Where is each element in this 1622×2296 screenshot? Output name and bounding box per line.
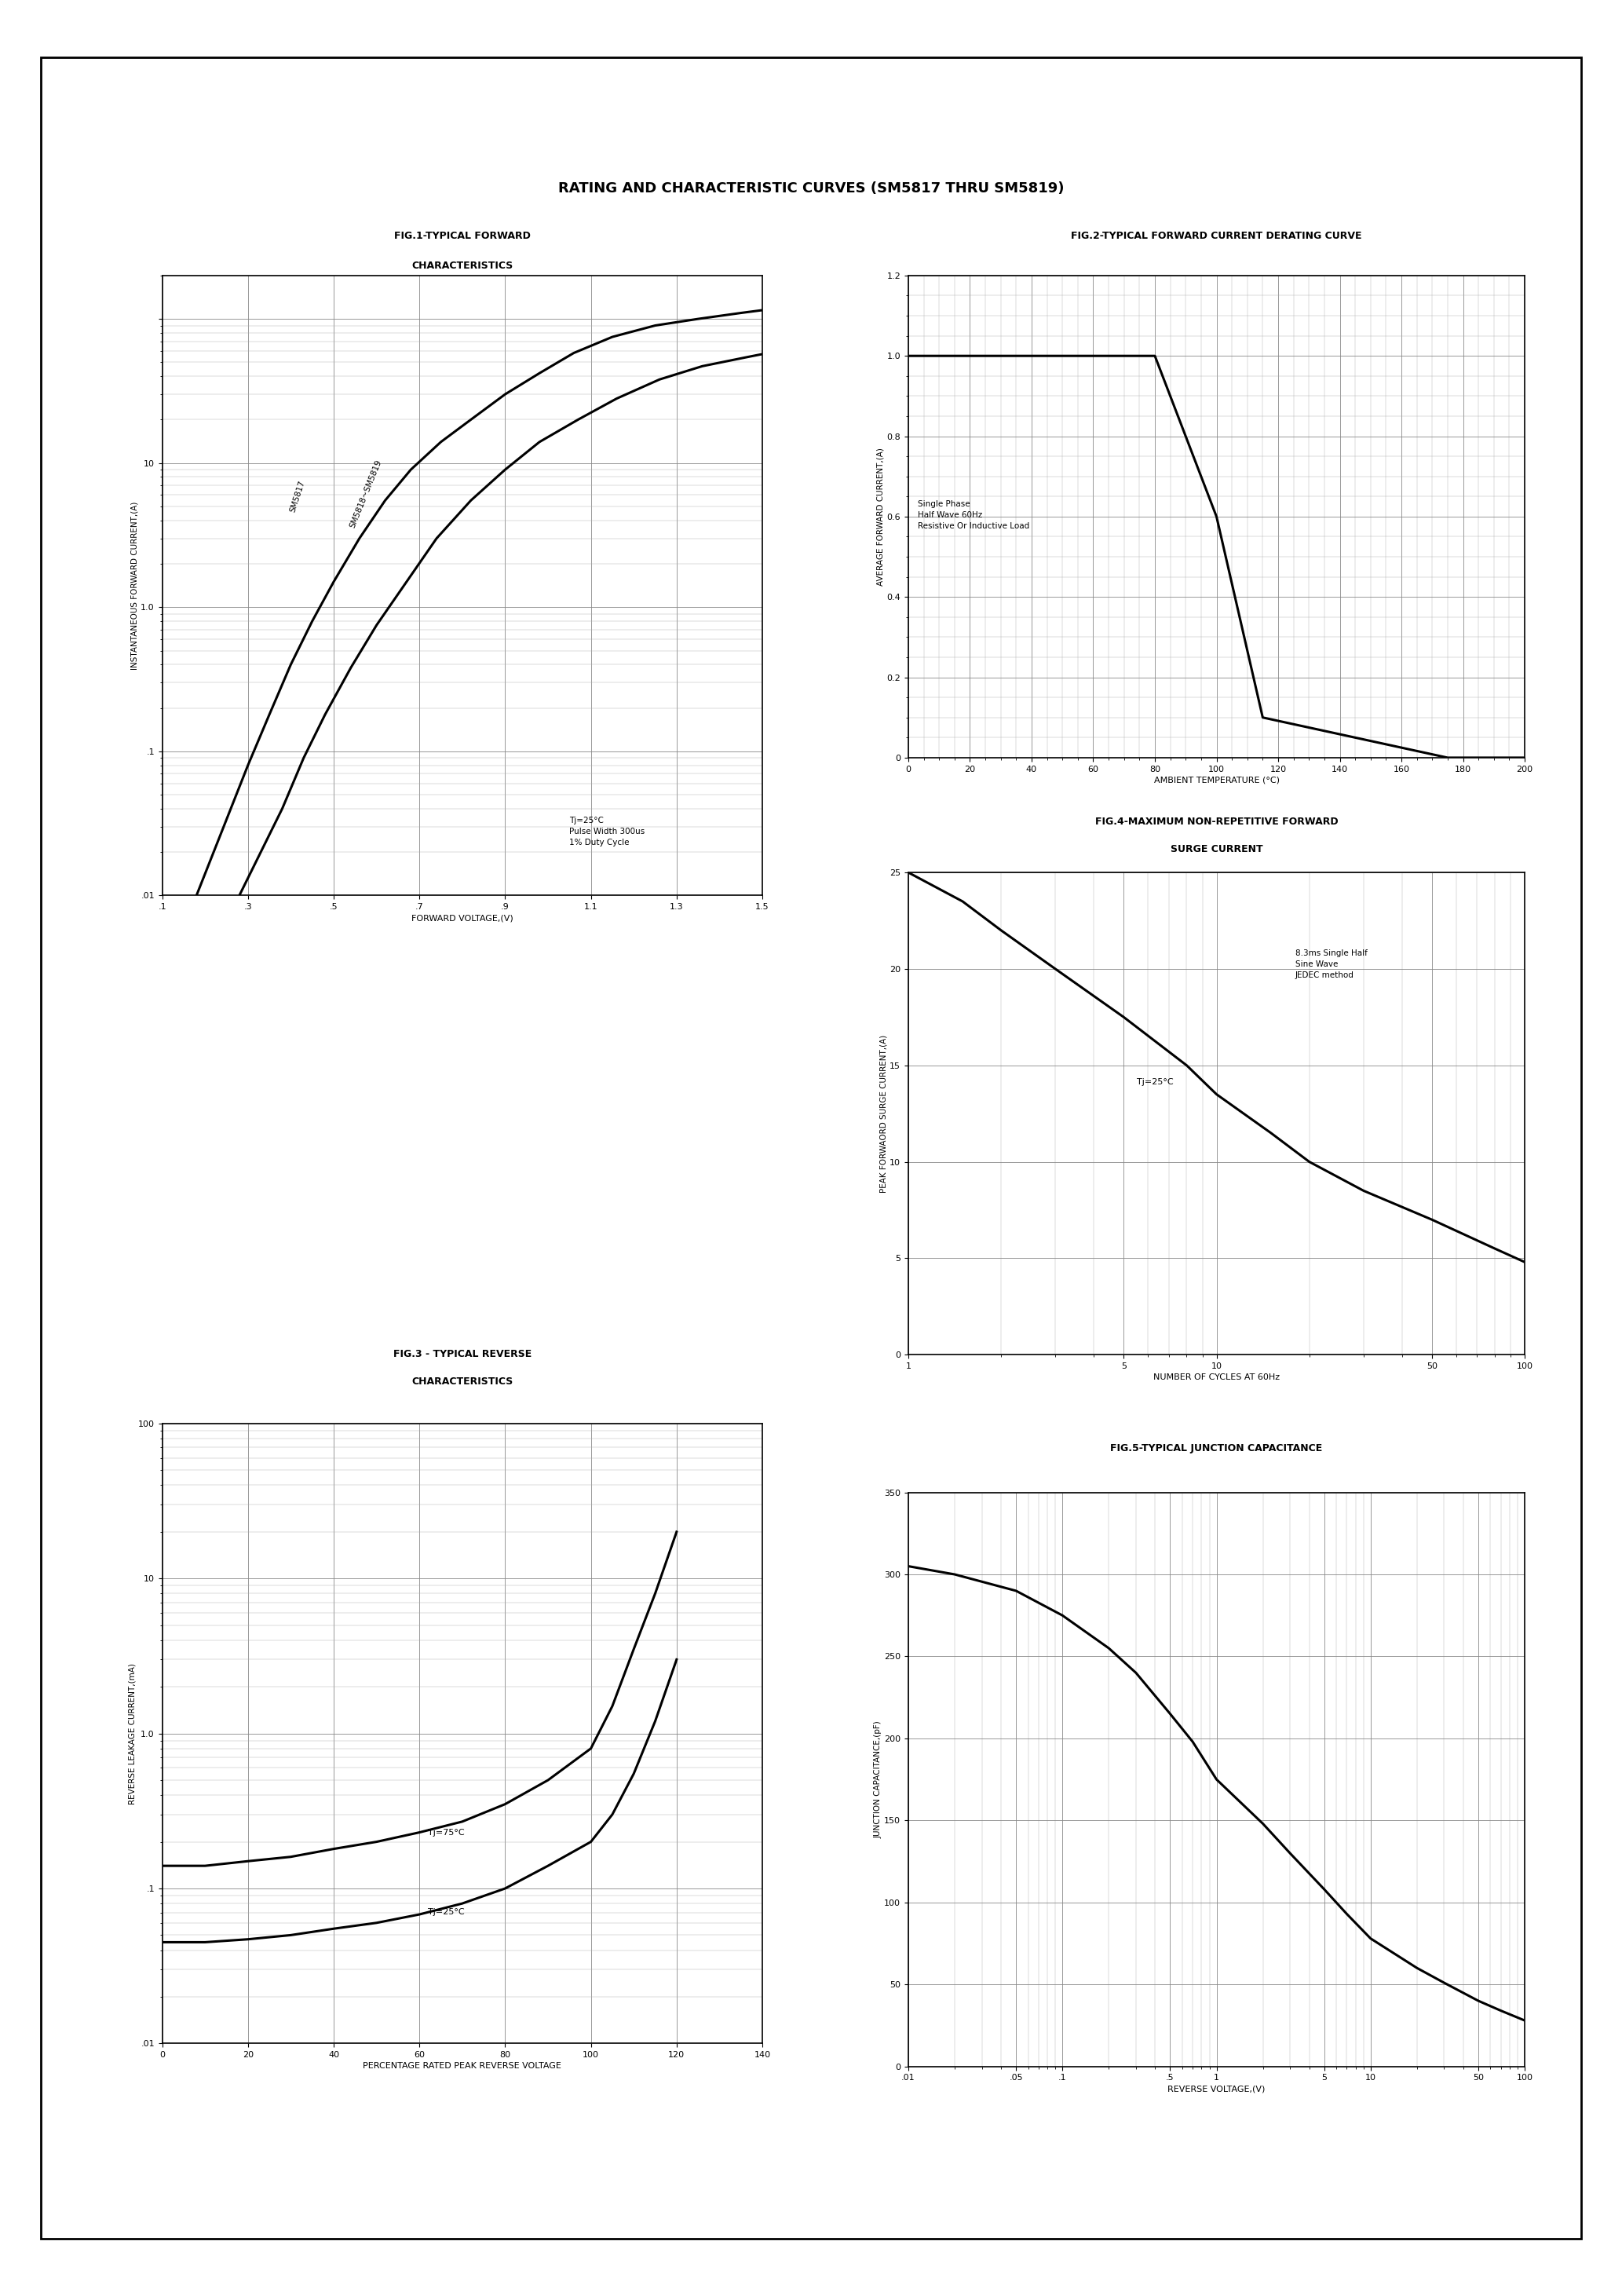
X-axis label: REVERSE VOLTAGE,(V): REVERSE VOLTAGE,(V) bbox=[1168, 2085, 1265, 2094]
Text: RATING AND CHARACTERISTIC CURVES (SM5817 THRU SM5819): RATING AND CHARACTERISTIC CURVES (SM5817… bbox=[558, 181, 1064, 195]
Text: Tj=25°C: Tj=25°C bbox=[428, 1908, 464, 1915]
Text: FIG.2-TYPICAL FORWARD CURRENT DERATING CURVE: FIG.2-TYPICAL FORWARD CURRENT DERATING C… bbox=[1071, 232, 1362, 241]
Y-axis label: INSTANTANEOUS FORWARD CURRENT,(A): INSTANTANEOUS FORWARD CURRENT,(A) bbox=[131, 501, 138, 670]
Text: 8.3ms Single Half
Sine Wave
JEDEC method: 8.3ms Single Half Sine Wave JEDEC method bbox=[1296, 951, 1367, 980]
Text: Tj=25°C: Tj=25°C bbox=[1137, 1079, 1173, 1086]
X-axis label: PERCENTAGE RATED PEAK REVERSE VOLTAGE: PERCENTAGE RATED PEAK REVERSE VOLTAGE bbox=[363, 2062, 561, 2071]
X-axis label: NUMBER OF CYCLES AT 60Hz: NUMBER OF CYCLES AT 60Hz bbox=[1153, 1373, 1280, 1382]
Text: FIG.1-TYPICAL FORWARD: FIG.1-TYPICAL FORWARD bbox=[394, 232, 530, 241]
Y-axis label: JUNCTION CAPACITANCE,(pF): JUNCTION CAPACITANCE,(pF) bbox=[874, 1720, 882, 1839]
Text: CHARACTERISTICS: CHARACTERISTICS bbox=[412, 1378, 513, 1387]
Text: Tj=75°C: Tj=75°C bbox=[428, 1830, 464, 1837]
Text: Single Phase
Half Wave 60Hz
Resistive Or Inductive Load: Single Phase Half Wave 60Hz Resistive Or… bbox=[918, 501, 1030, 530]
Y-axis label: PEAK FORWAORD SURGE CURRENT,(A): PEAK FORWAORD SURGE CURRENT,(A) bbox=[879, 1035, 887, 1192]
Text: CHARACTERISTICS: CHARACTERISTICS bbox=[412, 262, 513, 271]
Text: Tj=25°C
Pulse Width 300us
1% Duty Cycle: Tj=25°C Pulse Width 300us 1% Duty Cycle bbox=[569, 817, 646, 847]
Text: FIG.5-TYPICAL JUNCTION CAPACITANCE: FIG.5-TYPICAL JUNCTION CAPACITANCE bbox=[1111, 1444, 1322, 1453]
Text: SURGE CURRENT: SURGE CURRENT bbox=[1171, 845, 1262, 854]
Y-axis label: AVERAGE FORWARD CURRENT,(A): AVERAGE FORWARD CURRENT,(A) bbox=[878, 448, 884, 585]
Text: SM5817: SM5817 bbox=[289, 480, 307, 512]
X-axis label: AMBIENT TEMPERATURE (°C): AMBIENT TEMPERATURE (°C) bbox=[1153, 776, 1280, 785]
Y-axis label: REVERSE LEAKAGE CURRENT,(mA): REVERSE LEAKAGE CURRENT,(mA) bbox=[128, 1662, 136, 1805]
X-axis label: FORWARD VOLTAGE,(V): FORWARD VOLTAGE,(V) bbox=[412, 914, 513, 923]
Text: FIG.4-MAXIMUM NON-REPETITIVE FORWARD: FIG.4-MAXIMUM NON-REPETITIVE FORWARD bbox=[1095, 817, 1338, 827]
Text: FIG.3 - TYPICAL REVERSE: FIG.3 - TYPICAL REVERSE bbox=[393, 1350, 532, 1359]
Text: SM5818~SM5819: SM5818~SM5819 bbox=[349, 459, 383, 528]
